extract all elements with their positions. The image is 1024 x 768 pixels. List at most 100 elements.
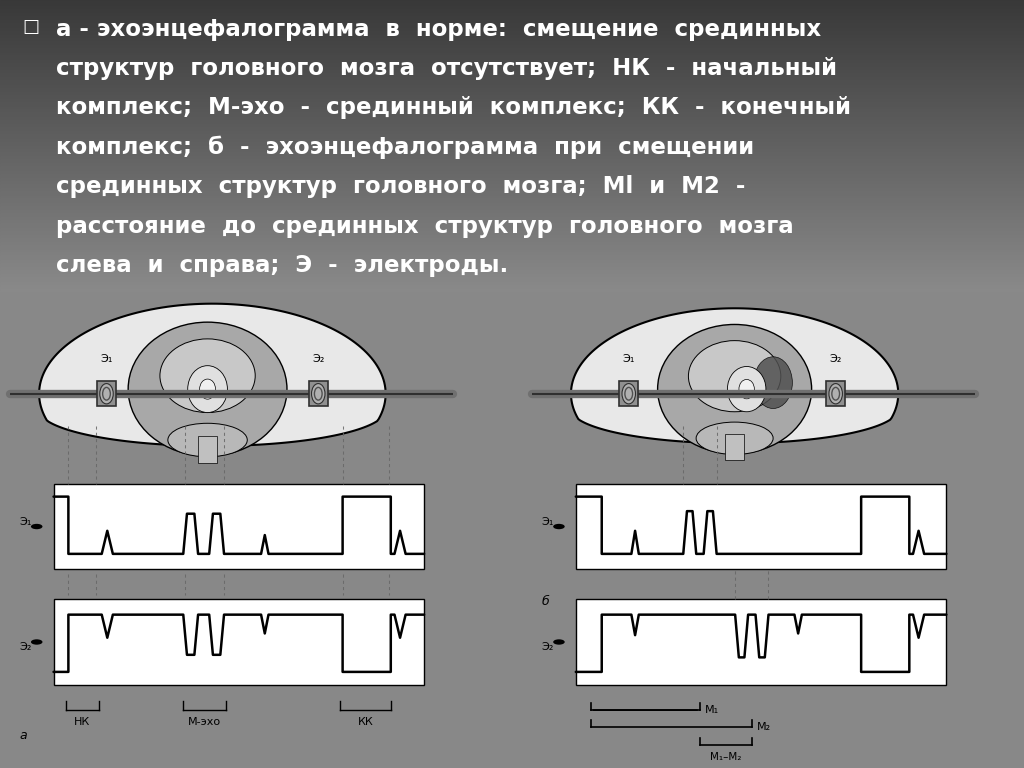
Circle shape — [31, 524, 42, 529]
Bar — [0, 194, 1024, 196]
Text: Э₂: Э₂ — [19, 641, 32, 651]
Bar — [0, 107, 1024, 108]
Bar — [0, 175, 1024, 177]
Bar — [0, 251, 1024, 253]
Bar — [0, 121, 1024, 123]
Bar — [0, 35, 1024, 37]
Ellipse shape — [99, 383, 114, 404]
Text: Э₂: Э₂ — [542, 641, 554, 651]
Bar — [0, 174, 1024, 175]
Text: Э₁: Э₁ — [19, 517, 32, 527]
Bar — [0, 28, 1024, 29]
Text: M₁: M₁ — [705, 705, 719, 715]
Bar — [0, 149, 1024, 151]
Bar — [0, 144, 1024, 146]
Bar — [0, 102, 1024, 104]
Bar — [0, 96, 1024, 98]
Ellipse shape — [160, 339, 255, 412]
Bar — [0, 73, 1024, 74]
Bar — [0, 117, 1024, 118]
Bar — [0, 258, 1024, 260]
Bar — [0, 156, 1024, 157]
Bar — [0, 63, 1024, 65]
Bar — [0, 70, 1024, 71]
Text: КК: КК — [358, 717, 374, 727]
Bar — [0, 207, 1024, 209]
Bar — [0, 94, 1024, 96]
Text: Э₂: Э₂ — [829, 354, 842, 364]
Bar — [0, 147, 1024, 149]
Bar — [0, 104, 1024, 105]
Bar — [0, 274, 1024, 276]
Bar — [0, 266, 1024, 267]
Bar — [0, 115, 1024, 117]
Bar — [0, 34, 1024, 35]
Bar — [0, 2, 1024, 3]
Bar — [0, 84, 1024, 86]
Bar — [0, 206, 1024, 207]
Text: расстояние  до  срединных  структур  головного  мозга: расстояние до срединных структур головно… — [56, 214, 794, 237]
Bar — [0, 38, 1024, 39]
Text: а: а — [19, 729, 28, 742]
Bar — [0, 283, 1024, 285]
Bar — [0, 248, 1024, 250]
Bar — [0, 157, 1024, 159]
Bar — [0, 54, 1024, 55]
Bar — [0, 89, 1024, 91]
Bar — [0, 124, 1024, 125]
Ellipse shape — [311, 383, 325, 404]
Bar — [0, 23, 1024, 25]
Bar — [0, 29, 1024, 31]
Bar — [0, 91, 1024, 92]
Bar — [0, 233, 1024, 235]
Bar — [0, 12, 1024, 13]
Bar — [0, 260, 1024, 261]
Bar — [198, 436, 217, 463]
Bar — [620, 381, 638, 406]
Bar — [0, 133, 1024, 134]
Bar — [0, 240, 1024, 241]
Text: М-эхо: М-эхо — [188, 717, 221, 727]
Bar — [0, 71, 1024, 73]
Bar — [0, 219, 1024, 220]
Bar — [0, 213, 1024, 214]
Bar — [0, 229, 1024, 230]
Text: б: б — [542, 595, 550, 608]
Bar — [0, 22, 1024, 23]
Bar — [0, 32, 1024, 34]
Bar — [0, 105, 1024, 107]
Bar — [0, 61, 1024, 63]
Bar — [0, 67, 1024, 68]
Bar — [0, 48, 1024, 50]
Bar — [0, 193, 1024, 194]
Bar — [0, 243, 1024, 245]
Text: Э₁: Э₁ — [100, 354, 113, 364]
Bar — [0, 44, 1024, 45]
Bar — [0, 167, 1024, 168]
Text: а - эхоэнцефалограмма  в  норме:  смещение  срединных: а - эхоэнцефалограмма в норме: смещение … — [56, 18, 821, 41]
Bar — [0, 257, 1024, 258]
Bar — [0, 37, 1024, 38]
Circle shape — [553, 524, 564, 529]
Bar — [0, 131, 1024, 133]
Bar — [0, 162, 1024, 164]
Bar — [0, 235, 1024, 237]
Circle shape — [31, 639, 42, 644]
Bar — [0, 51, 1024, 52]
Bar — [0, 5, 1024, 6]
Bar — [0, 181, 1024, 183]
Bar — [0, 152, 1024, 154]
Bar — [0, 164, 1024, 165]
Bar — [0, 26, 1024, 28]
Bar — [0, 146, 1024, 147]
Bar — [0, 60, 1024, 61]
Bar — [0, 178, 1024, 180]
Bar — [0, 279, 1024, 280]
Bar — [0, 50, 1024, 51]
Bar — [0, 128, 1024, 130]
Bar — [0, 125, 1024, 127]
Text: срединных  структур  головного  мозга;  Ml  и  М2  -: срединных структур головного мозга; Ml и… — [56, 175, 745, 198]
Bar — [826, 381, 846, 406]
Text: M₂: M₂ — [757, 722, 771, 732]
Bar — [0, 222, 1024, 223]
